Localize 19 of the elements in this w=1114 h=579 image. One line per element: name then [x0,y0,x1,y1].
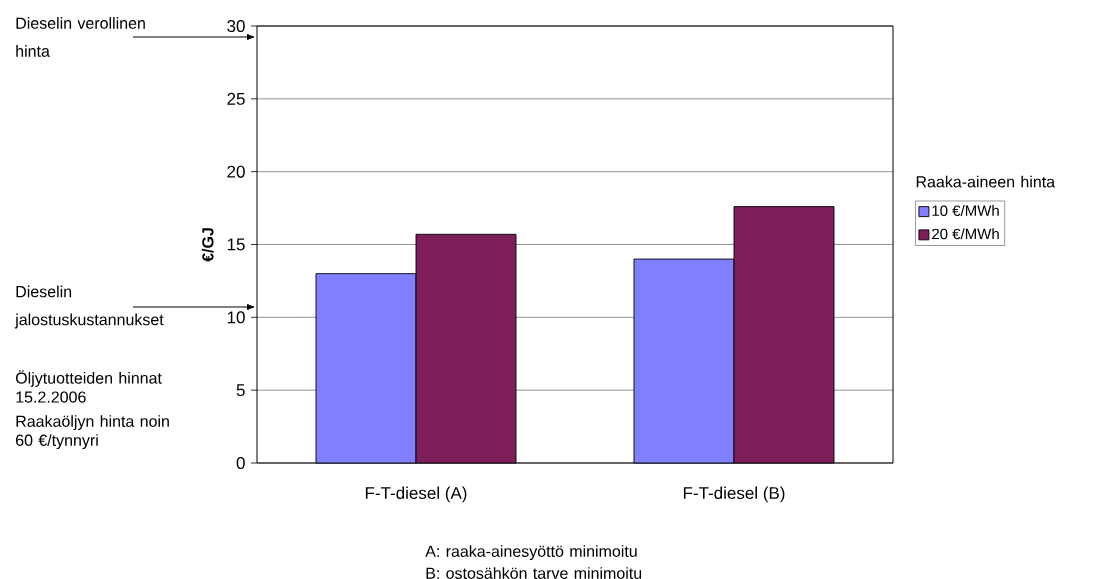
y-tick-label: 25 [227,92,245,105]
y-axis-title: €/GJ [201,228,214,262]
text: A: raaka-ainesyöttö minimoitu [425,545,637,561]
text: Raakaöljyn hinta noin 60 €/tynnyri [16,415,169,450]
text: Dieselin jalostuskustannukset [14,285,164,329]
legend-label: 10 €/MWh [932,204,999,216]
y-tick-label: 30 [227,19,245,33]
y-tick-label: 5 [236,384,245,397]
text: Öljytuotteiden hinnat 15.2.2006 [15,370,162,403]
legend-label: 20 €/MWh [932,228,999,240]
legend-title: Raaka-aineen hinta [916,175,1056,188]
text: B: ostosähkön tarve minimoitu [426,567,642,579]
y-tick-label: 20 [227,165,245,178]
y-tick-label: 15 [227,238,245,251]
text: Dieselin verollinen hinta [16,17,145,57]
y-tick-label: 10 [227,311,245,324]
x-tick-label: F-T-diesel (A) [365,486,467,503]
y-tick-label: 0 [236,456,245,470]
x-tick-label: F-T-diesel (B) [683,486,785,503]
